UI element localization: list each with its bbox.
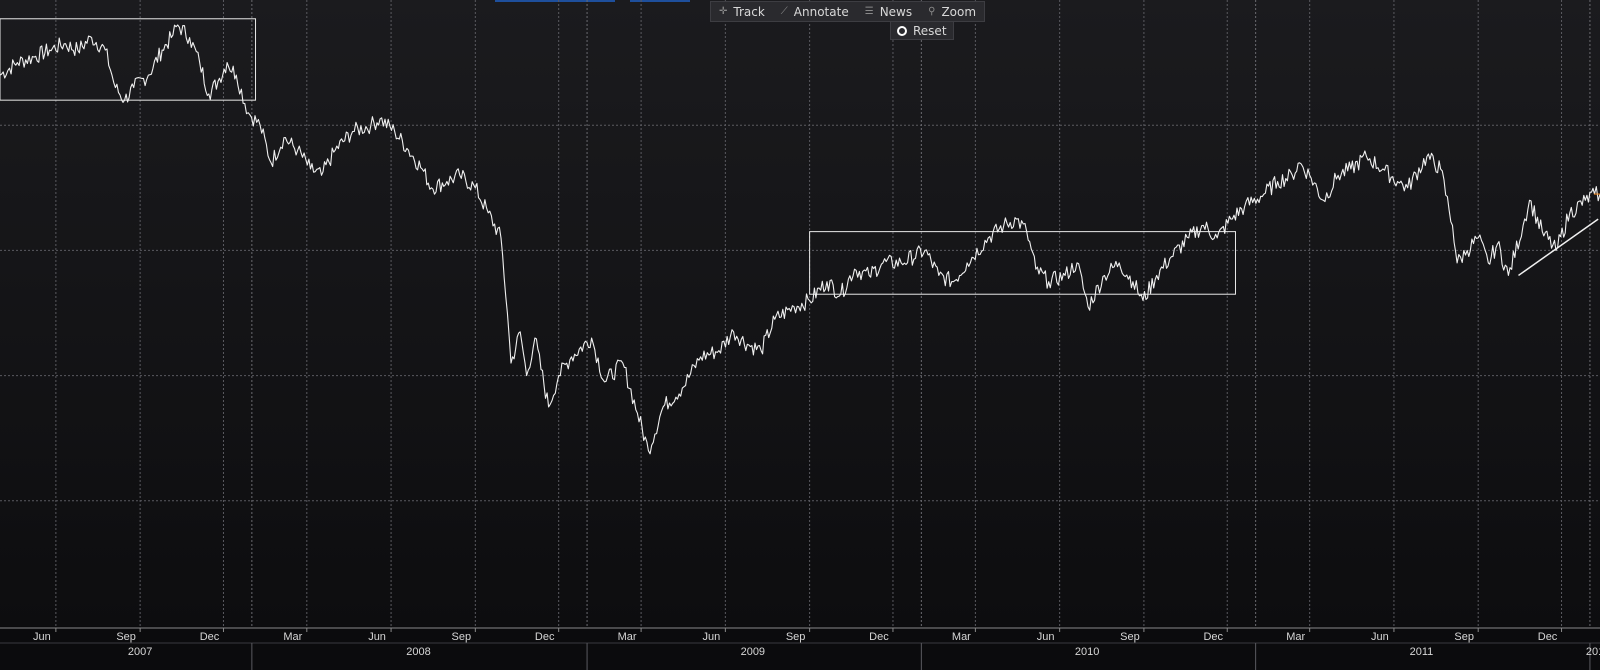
reset-label: Reset (913, 23, 947, 38)
news-label: News (879, 4, 913, 19)
x-tick-label: Sep (1120, 631, 1140, 643)
year-label: 2012 (1586, 646, 1600, 658)
x-tick-label: Jun (1371, 631, 1389, 643)
crosshair-icon: ✛ (719, 6, 728, 17)
news-list-icon: ☰ (864, 6, 874, 17)
top-accent-strip-2 (630, 0, 690, 2)
year-label: 2009 (741, 646, 765, 658)
x-tick-label: Sep (786, 631, 806, 643)
x-tick-label: Dec (1203, 631, 1223, 643)
x-tick-label: Jun (1037, 631, 1055, 643)
annotation-trendline (1518, 218, 1599, 277)
x-tick-label: Mar (618, 631, 637, 643)
annotate-label: Annotate (793, 4, 849, 19)
x-tick-label: Sep (116, 631, 136, 643)
zoom-label: Zoom (941, 4, 977, 19)
x-tick-label: Sep (1454, 631, 1474, 643)
series-layer (0, 24, 1600, 455)
x-tick-label: Mar (952, 631, 971, 643)
zoom-button[interactable]: ⚲ Zoom (920, 2, 984, 21)
year-label: 2008 (406, 646, 430, 658)
x-tick-label: Dec (200, 631, 220, 643)
track-button[interactable]: ✛ Track (711, 2, 773, 21)
pencil-icon: ⟋ (780, 6, 788, 17)
year-label: 2011 (1410, 646, 1434, 658)
x-axis: Jun Sep Dec Mar Jun Sep Dec Mar Jun Sep Dec Mar Jun S… (0, 626, 1600, 670)
year-label: 2007 (128, 646, 152, 658)
x-tick-label: Jun (702, 631, 720, 643)
x-tick-label: Jun (368, 631, 386, 643)
chart-toolbar: ✛ Track ⟋ Annotate ☰ News ⚲ Zoom (710, 1, 986, 22)
x-tick-label: Dec (869, 631, 889, 643)
magnifier-icon: ⚲ (928, 6, 936, 17)
top-accent-strip-1 (495, 0, 615, 2)
year-label: 2010 (1075, 646, 1099, 658)
x-tick-label: Jun (33, 631, 51, 643)
x-tick-label: Sep (452, 631, 472, 643)
price-series-line (0, 24, 1600, 455)
grid-layer (0, 0, 1600, 626)
reset-icon (897, 25, 907, 36)
x-axis-background (0, 626, 1600, 670)
x-tick-label: Dec (535, 631, 555, 643)
track-label: Track (733, 4, 765, 19)
annotation-box (809, 231, 1236, 295)
reset-button[interactable]: Reset (890, 21, 954, 40)
annotate-button[interactable]: ⟋ Annotate (773, 2, 857, 21)
x-tick-label: Dec (1538, 631, 1558, 643)
x-tick-label: Mar (283, 631, 302, 643)
x-tick-label: Mar (1286, 631, 1305, 643)
annotation-layer (0, 18, 1599, 295)
news-button[interactable]: ☰ News (857, 2, 920, 21)
